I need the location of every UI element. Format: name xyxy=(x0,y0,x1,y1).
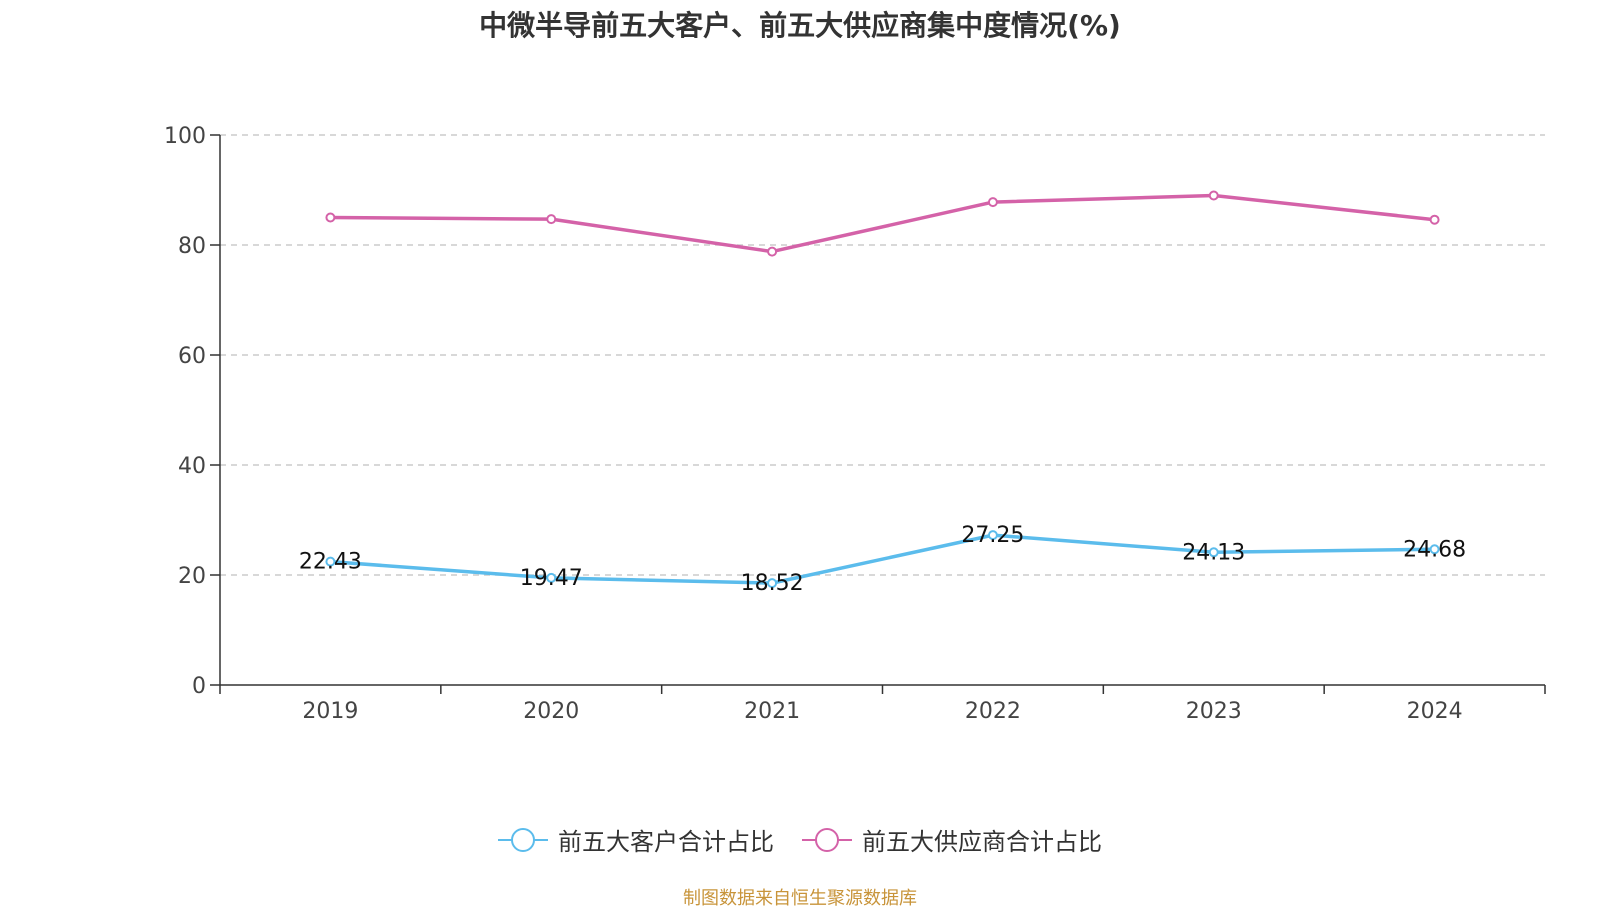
data-point xyxy=(767,578,778,589)
y-tick-label: 40 xyxy=(178,454,206,479)
series-group xyxy=(325,190,1440,589)
data-point xyxy=(1429,544,1440,555)
gridlines xyxy=(220,134,1545,576)
y-tick-label: 80 xyxy=(178,234,206,259)
data-label: 18.52 xyxy=(741,571,804,596)
legend-item-suppliers[interactable]: 前五大供应商合计占比 xyxy=(802,822,1102,857)
y-tick-label: 0 xyxy=(192,674,206,699)
axes: 0 20 40 60 80 100 2019 2020 2021 2022 2023 2024 xyxy=(164,124,1546,724)
data-label: 27.25 xyxy=(961,523,1024,548)
data-point xyxy=(767,246,778,257)
y-tick-label: 100 xyxy=(164,124,206,149)
x-tick-label: 2024 xyxy=(1407,699,1463,724)
data-point xyxy=(546,572,557,583)
x-tick-label: 2023 xyxy=(1186,699,1242,724)
x-tick-label: 2019 xyxy=(302,699,358,724)
data-label: 22.43 xyxy=(299,550,362,575)
data-point xyxy=(1429,214,1440,225)
legend-label-suppliers: 前五大供应商合计占比 xyxy=(862,828,1102,856)
data-label: 24.13 xyxy=(1182,540,1245,565)
data-point xyxy=(1208,547,1219,558)
series-line-0 xyxy=(330,533,1435,585)
data-label: 19.47 xyxy=(520,566,583,591)
legend-item-customers[interactable]: 前五大客户合计占比 xyxy=(498,822,774,857)
data-point xyxy=(325,212,336,223)
data-point xyxy=(1208,190,1219,201)
legend: 前五大客户合计占比 前五大供应商合计占比 xyxy=(0,822,1600,857)
y-tick-label: 20 xyxy=(178,564,206,589)
legend-swatch-suppliers xyxy=(802,827,852,853)
x-tick-label: 2021 xyxy=(744,699,800,724)
series-line-1 xyxy=(330,193,1435,254)
data-point xyxy=(987,197,998,208)
data-point xyxy=(546,214,557,225)
data-labels: 22.43 19.47 18.52 27.25 24.13 24.68 xyxy=(299,523,1466,596)
source-note: 制图数据来自恒生聚源数据库 xyxy=(683,888,917,909)
legend-swatch-customers xyxy=(498,827,548,853)
x-tick-label: 2020 xyxy=(523,699,579,724)
data-point xyxy=(987,530,998,541)
chart-title: 中微半导前五大客户、前五大供应商集中度情况(%) xyxy=(479,9,1121,42)
data-label: 24.68 xyxy=(1403,537,1466,562)
legend-label-customers: 前五大客户合计占比 xyxy=(558,828,774,856)
data-point xyxy=(325,556,336,567)
x-tick-label: 2022 xyxy=(965,699,1021,724)
y-tick-label: 60 xyxy=(178,344,206,369)
